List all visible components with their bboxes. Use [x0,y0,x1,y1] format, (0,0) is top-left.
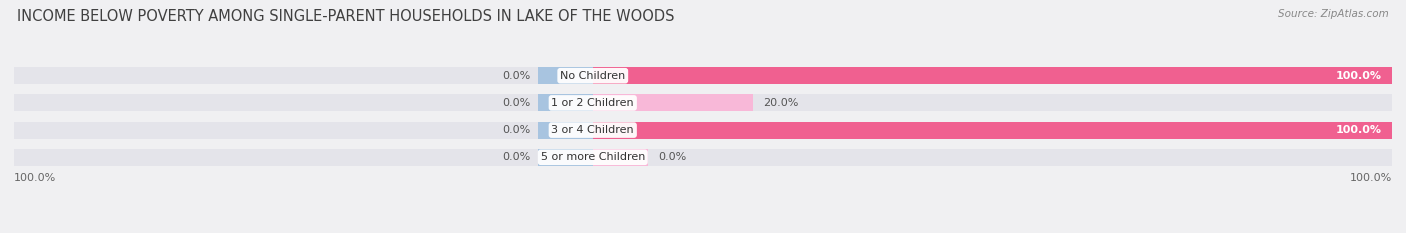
Text: 100.0%: 100.0% [1350,174,1392,183]
Text: INCOME BELOW POVERTY AMONG SINGLE-PARENT HOUSEHOLDS IN LAKE OF THE WOODS: INCOME BELOW POVERTY AMONG SINGLE-PARENT… [17,9,675,24]
Bar [593,149,648,166]
Bar [14,122,1392,138]
Bar [14,95,1392,111]
Text: 20.0%: 20.0% [763,98,799,108]
Text: 5 or more Children: 5 or more Children [540,152,645,162]
Text: 0.0%: 0.0% [502,152,531,162]
Text: 100.0%: 100.0% [14,174,56,183]
Text: 3 or 4 Children: 3 or 4 Children [551,125,634,135]
Text: No Children: No Children [560,71,626,81]
Text: 1 or 2 Children: 1 or 2 Children [551,98,634,108]
Bar [593,122,1392,138]
Bar [14,67,1392,84]
Bar [537,67,593,84]
Text: 0.0%: 0.0% [658,152,686,162]
Text: Source: ZipAtlas.com: Source: ZipAtlas.com [1278,9,1389,19]
Bar [593,67,1392,84]
Text: 100.0%: 100.0% [1336,125,1382,135]
Bar [537,122,593,138]
Text: 0.0%: 0.0% [502,71,531,81]
Bar [537,95,593,111]
Bar [14,149,1392,166]
Text: 100.0%: 100.0% [1336,71,1382,81]
Text: 0.0%: 0.0% [502,98,531,108]
Text: 0.0%: 0.0% [502,125,531,135]
Bar [537,149,593,166]
Bar [593,95,752,111]
